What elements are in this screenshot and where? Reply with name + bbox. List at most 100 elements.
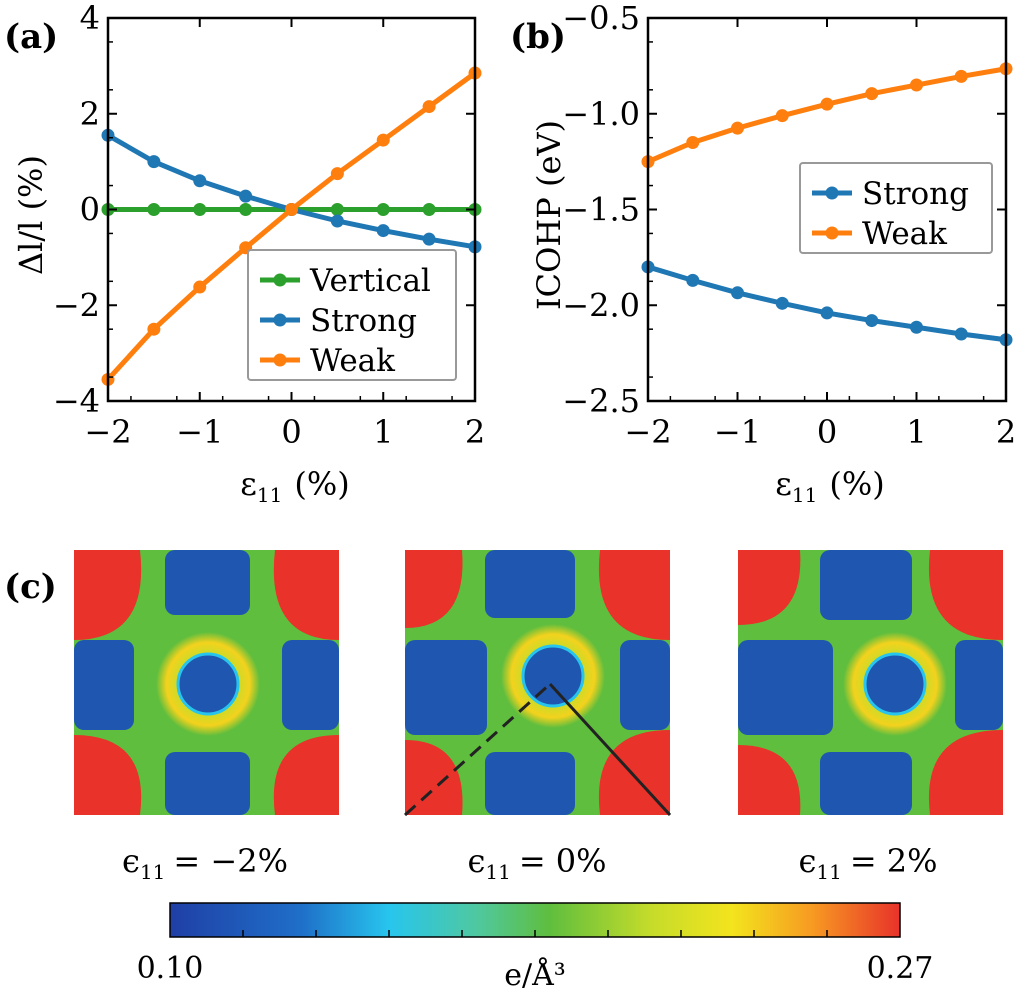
legend-marker [273, 313, 287, 327]
data-point-strong [147, 155, 161, 169]
legend-marker [273, 353, 287, 367]
x-label-symbol: ε [775, 465, 792, 503]
legend-label: Weak [310, 343, 395, 379]
series-line-strong [106, 133, 476, 250]
data-point-strong [954, 327, 968, 341]
red-lobe-top-right [273, 550, 339, 640]
data-point-vertical [330, 203, 344, 216]
panel-b: (b) −2 −1 0 1 2 −2.5 −2.0 −1.5 −1.0 −0.5 Strong Wea… [510, 0, 1016, 507]
blue-region-right [620, 640, 670, 730]
center-void [863, 652, 927, 716]
blue-region-bottom [485, 752, 575, 815]
colorbar-ticks [242, 930, 828, 937]
data-point-weak [376, 133, 390, 147]
colorbar-min-label: 0.10 [137, 951, 204, 986]
x-tick-label: 1 [906, 413, 926, 451]
blue-region-left [738, 640, 833, 735]
panel-c: (c) ϵ11 = −2% [4, 550, 1003, 993]
data-point-strong [820, 306, 834, 320]
blue-region-right [955, 640, 1003, 730]
legend-marker [825, 186, 839, 200]
eps-value: = −2% [173, 842, 288, 880]
x-tick-label: 0 [817, 413, 837, 451]
data-point-weak [775, 109, 789, 123]
x-tick-label: 2 [996, 413, 1016, 451]
x-tick-label: 2 [465, 413, 485, 451]
data-point-vertical [422, 203, 436, 216]
series-line-weak [647, 66, 1007, 164]
red-lobe-top-left [738, 550, 801, 625]
x-label-symbol: ε [240, 465, 257, 503]
data-point-vertical [376, 203, 390, 216]
data-point-weak [422, 100, 436, 114]
panel-a-x-axis-label: ε11 (%) [240, 465, 349, 507]
panel-a-y-axis-label: Δl/l (%) [12, 155, 50, 275]
red-lobe-bottom-right [928, 730, 1003, 815]
eps-symbol: ϵ [467, 842, 485, 880]
legend-marker [825, 226, 839, 240]
solid-bond-line [548, 682, 672, 817]
series-line-strong [647, 264, 1007, 343]
panel-b-x-axis-label: ε11 (%) [775, 465, 884, 507]
blue-region-bottom [165, 752, 250, 815]
density-map-1: ϵ11 = −2% [74, 550, 339, 884]
legend: Vertical Strong Weak [247, 249, 457, 381]
density-map-2: ϵ11 = 0% [403, 550, 672, 884]
data-point-strong [239, 189, 253, 203]
legend: Strong Weak [799, 162, 993, 254]
red-lobe-top-right [598, 550, 670, 640]
panel-a-label: (a) [4, 17, 58, 57]
panel-b-plot-area: −2 −1 0 1 2 −2.5 −2.0 −1.5 −1.0 −0.5 Strong Weak [562, 0, 1016, 451]
data-point-weak [330, 167, 344, 181]
data-point-weak [686, 135, 700, 149]
x-tick-label: −1 [714, 413, 761, 451]
x-label-subscript: 11 [257, 483, 282, 507]
y-tick-label: 0 [80, 191, 100, 229]
y-tick-label: −2 [53, 286, 100, 324]
data-point-weak [865, 87, 879, 101]
red-lobe-bottom-left [738, 745, 801, 815]
x-tick-label: −2 [624, 413, 671, 451]
x-label-unit: (%) [829, 465, 884, 503]
y-tick-label: 2 [80, 95, 100, 133]
density-map-3: ϵ11 = 2% [738, 550, 1003, 884]
data-point-strong [376, 224, 390, 238]
map-3-caption: ϵ11 = 2% [798, 842, 937, 884]
eps-subscript: 11 [485, 860, 510, 884]
map-1-caption: ϵ11 = −2% [122, 842, 288, 884]
data-point-strong [865, 314, 879, 328]
data-point-weak [147, 322, 161, 336]
eps-subscript: 11 [140, 860, 165, 884]
red-lobe-bottom-right [273, 735, 339, 815]
data-point-weak [910, 78, 923, 92]
x-tick-label: −2 [84, 413, 131, 451]
data-point-strong [910, 320, 923, 334]
x-label-unit: (%) [294, 465, 349, 503]
eps-subscript: 11 [816, 860, 841, 884]
eps-value: = 2% [850, 842, 938, 880]
y-tick-label: −2.0 [562, 286, 640, 324]
legend-marker [273, 273, 287, 287]
data-point-strong [775, 296, 789, 310]
data-point-strong [422, 232, 436, 246]
y-tick-label: 4 [80, 0, 100, 37]
blue-region-top [820, 550, 912, 620]
data-point-strong [330, 214, 344, 228]
data-point-vertical [193, 203, 207, 216]
dashed-bond-line [403, 682, 552, 817]
center-void [521, 644, 585, 708]
x-tick-label: −1 [176, 413, 223, 451]
data-point-strong [731, 286, 744, 300]
red-lobe-top-left [74, 550, 142, 640]
red-lobe-bottom-left [74, 735, 142, 815]
colorbar-max-label: 0.27 [867, 951, 934, 986]
legend-label: Weak [862, 216, 947, 252]
blue-region-left [405, 640, 487, 735]
panel-b-y-axis-label: ICOHP (eV) [530, 120, 568, 310]
x-tick-label: 0 [281, 413, 301, 451]
eps-symbol: ϵ [798, 842, 816, 880]
x-label-subscript: 11 [792, 483, 817, 507]
